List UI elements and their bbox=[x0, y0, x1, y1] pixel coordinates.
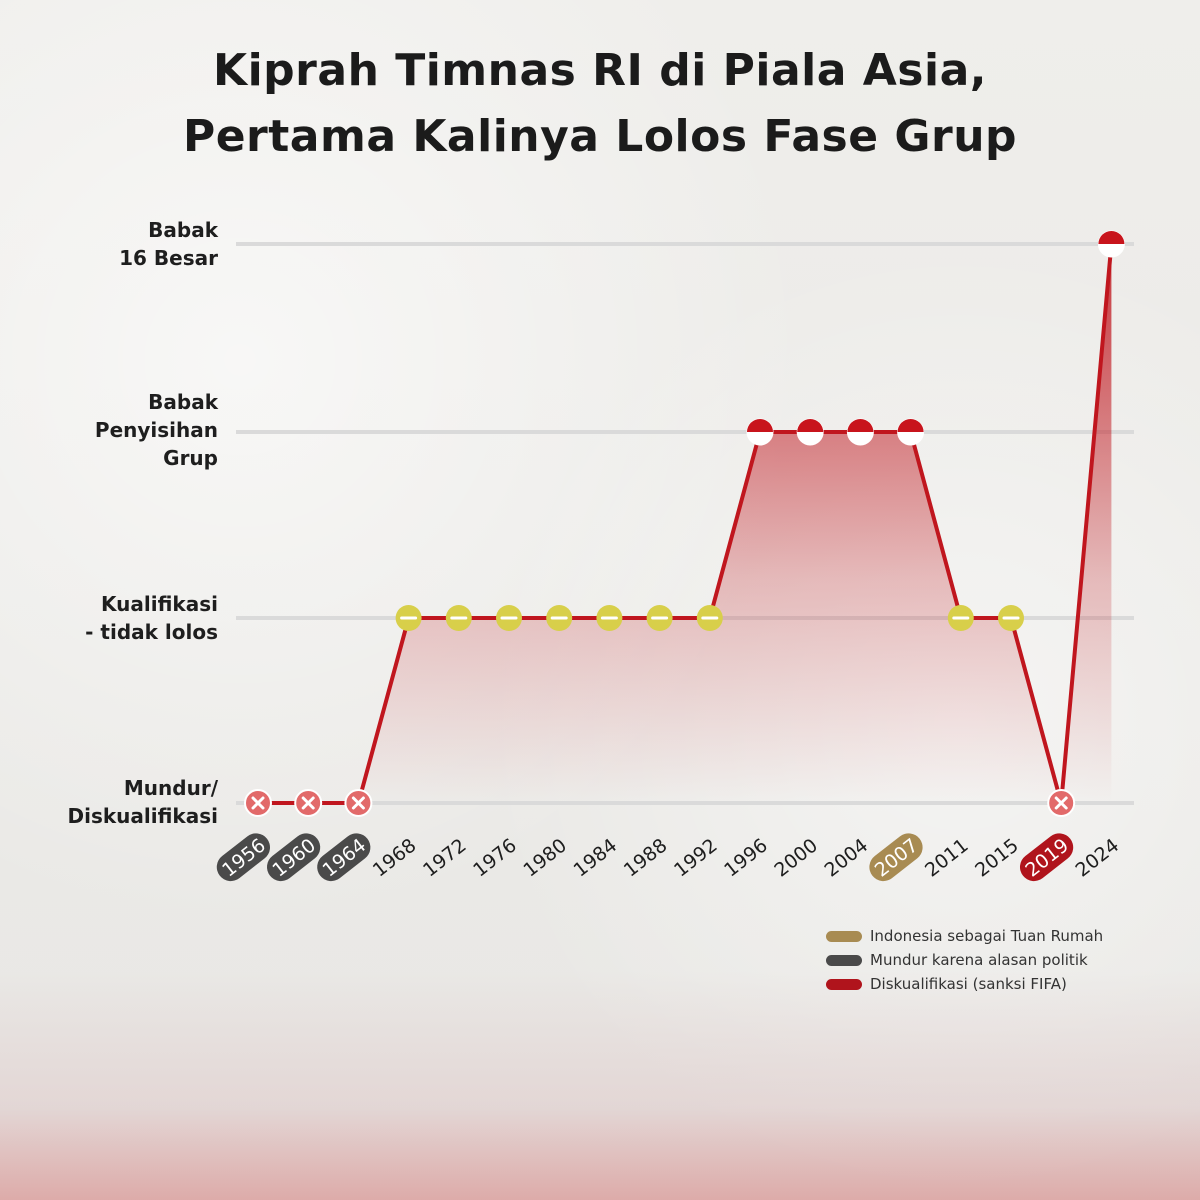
x-tick-highlight bbox=[216, 833, 270, 882]
legend-swatch-withdrawn bbox=[826, 954, 862, 966]
x-tick: 1976 bbox=[469, 834, 521, 881]
y-level-label: Babak Penyisihan Grup bbox=[94, 390, 218, 470]
legend-item: Mundur karena alasan politik bbox=[826, 948, 1103, 972]
x-tick-label: 2004 bbox=[821, 834, 873, 881]
y-level-label: Mundur/ Diskualifikasi bbox=[67, 776, 219, 828]
area-fill bbox=[258, 244, 1112, 803]
x-tick: 1984 bbox=[570, 834, 622, 881]
x-tick-label: 1996 bbox=[720, 834, 772, 881]
x-icon bbox=[301, 796, 315, 810]
x-tick: 2015 bbox=[971, 834, 1023, 881]
x-tick-label: 2015 bbox=[971, 834, 1023, 881]
chart-title: Kiprah Timnas RI di Piala Asia, Pertama … bbox=[0, 38, 1200, 170]
x-tick: 1956 bbox=[216, 833, 270, 882]
title-line-2: Pertama Kalinya Lolos Fase Grup bbox=[182, 111, 1018, 162]
x-tick: 2004 bbox=[821, 834, 873, 881]
x-tick-highlight bbox=[317, 833, 371, 882]
legend-item: Diskualifikasi (sanksi FIFA) bbox=[826, 972, 1103, 996]
x-tick: 2007 bbox=[869, 833, 923, 882]
legend-label: Indonesia sebagai Tuan Rumah bbox=[870, 927, 1104, 945]
x-tick-label: 2011 bbox=[921, 834, 973, 881]
x-tick-highlight bbox=[1019, 833, 1074, 882]
x-icon bbox=[351, 796, 365, 810]
legend-swatch-host bbox=[826, 930, 862, 942]
y-level-label: Kualifikasi - tidak lolos bbox=[85, 592, 218, 644]
x-tick: 2011 bbox=[921, 834, 973, 881]
x-tick-label: 1968 bbox=[369, 834, 421, 881]
line-chart: 1956196019641968197219761980198419881992… bbox=[216, 230, 1134, 882]
x-tick: 1960 bbox=[266, 833, 321, 882]
x-tick-label: 1992 bbox=[670, 834, 722, 881]
flag-icon bbox=[897, 419, 924, 432]
legend-swatch-disqualified bbox=[826, 978, 862, 990]
x-tick-label: 1984 bbox=[570, 834, 622, 881]
y-level-label: Babak 16 Besar bbox=[119, 218, 218, 270]
x-tick: 1996 bbox=[720, 834, 772, 881]
legend-label: Mundur karena alasan politik bbox=[870, 951, 1088, 969]
flag-icon bbox=[1098, 231, 1125, 244]
x-tick: 2000 bbox=[770, 834, 822, 881]
x-icon bbox=[1054, 796, 1068, 810]
x-tick: 2024 bbox=[1072, 834, 1124, 881]
title-line-1: Kiprah Timnas RI di Piala Asia, bbox=[213, 45, 987, 96]
x-tick-label: 1972 bbox=[419, 834, 471, 881]
x-icon bbox=[251, 796, 265, 810]
flag-icon bbox=[847, 419, 874, 432]
x-tick-label: 1988 bbox=[620, 834, 672, 881]
x-tick: 1972 bbox=[419, 834, 471, 881]
x-tick-label: 2000 bbox=[770, 834, 822, 881]
legend-item: Indonesia sebagai Tuan Rumah bbox=[826, 924, 1103, 948]
x-tick: 1980 bbox=[519, 834, 571, 881]
x-tick: 2019 bbox=[1019, 833, 1074, 882]
team-photo bbox=[0, 970, 1200, 1200]
x-tick-label: 1976 bbox=[469, 834, 521, 881]
x-tick-label: 2024 bbox=[1072, 834, 1124, 881]
flag-icon bbox=[747, 419, 773, 432]
x-tick-highlight bbox=[869, 833, 923, 882]
flag-icon bbox=[797, 419, 824, 432]
legend: Indonesia sebagai Tuan Rumah Mundur kare… bbox=[826, 924, 1103, 996]
x-tick: 1968 bbox=[369, 834, 421, 881]
x-tick-label: 1980 bbox=[519, 834, 571, 881]
x-tick: 1988 bbox=[620, 834, 672, 881]
x-tick: 1992 bbox=[670, 834, 722, 881]
legend-label: Diskualifikasi (sanksi FIFA) bbox=[870, 975, 1067, 993]
x-tick-highlight bbox=[266, 833, 321, 882]
x-tick: 1964 bbox=[317, 833, 371, 882]
